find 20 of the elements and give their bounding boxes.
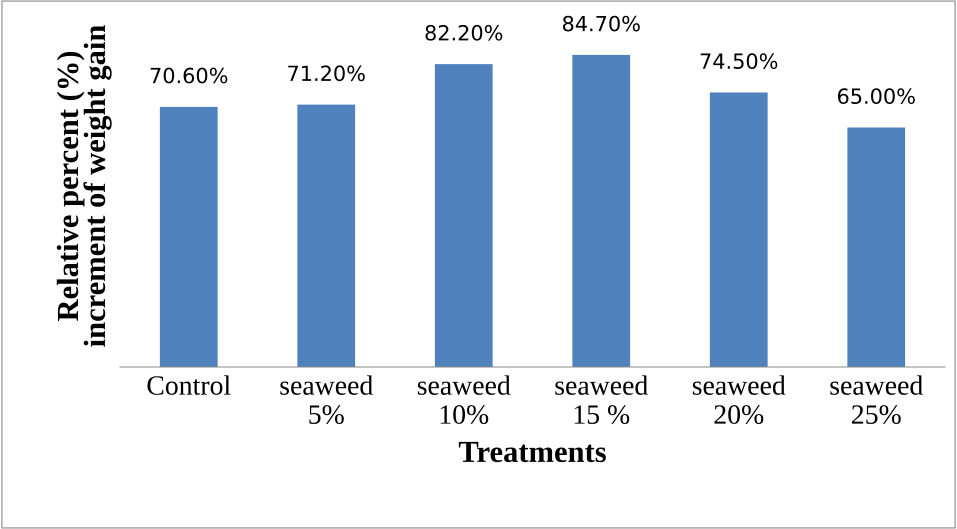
- data-label: 82.20%: [425, 24, 502, 41]
- bar: [710, 92, 768, 367]
- data-label: 84.70%: [562, 16, 640, 32]
- bar: [297, 104, 356, 367]
- data-label: 70.60%: [150, 68, 228, 84]
- x-tick-label: seaweed 15 %: [555, 375, 648, 424]
- x-tick-label: Control: [147, 375, 231, 395]
- y-axis-title: Relative percent (%) increment of weight gain: [56, 25, 112, 347]
- bar: [572, 54, 630, 367]
- x-tick-label: seaweed 5%: [280, 375, 373, 424]
- data-label: 74.50%: [700, 53, 778, 70]
- x-tick-label: seaweed 10%: [418, 375, 510, 424]
- x-tick-label: seaweed 20%: [692, 375, 786, 424]
- x-tick-label: seaweed 25%: [830, 375, 923, 424]
- bar: [847, 128, 906, 367]
- bar: [434, 64, 493, 367]
- data-label: 71.20%: [288, 65, 365, 82]
- data-label: 65.00%: [838, 88, 915, 104]
- bar: [160, 106, 218, 367]
- x-axis-title: Treatments: [458, 442, 606, 462]
